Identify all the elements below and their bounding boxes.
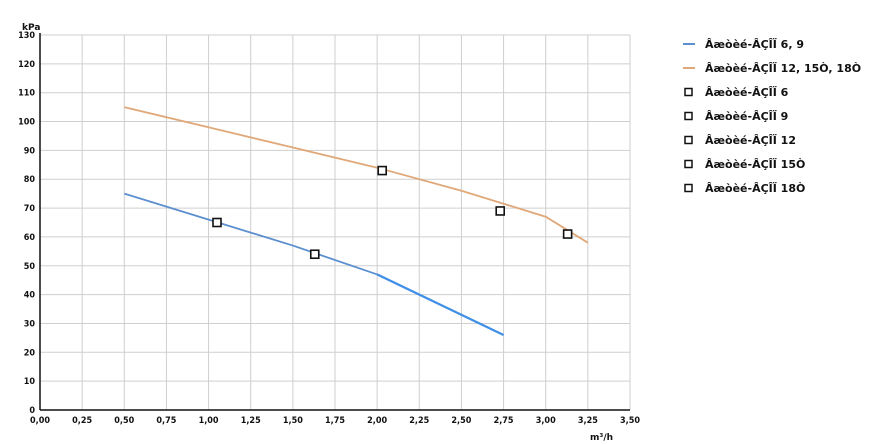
y-tick-label: 20 [24, 348, 36, 358]
x-tick-label: 3,25 [578, 416, 598, 426]
y-tick-label: 50 [24, 262, 36, 272]
y-tick-label: 90 [24, 146, 36, 156]
legend-marker-swatch [684, 87, 693, 97]
y-tick-label: 100 [18, 118, 35, 128]
x-tick-label: 1,75 [325, 416, 345, 426]
x-tick-label: 1,25 [241, 416, 261, 426]
legend-entry-label: Âæòèé-ÂÇÎÏ 6, 9 [705, 37, 804, 51]
chart-axes [39, 33, 630, 411]
x-tick-label: 1,00 [199, 416, 219, 426]
y-tick-label: 40 [24, 291, 36, 301]
legend-entry-label: Âæòèé-ÂÇÎÏ 15Ò [705, 157, 805, 171]
data-point-marker-4 [495, 206, 506, 216]
x-tick-label: 0,25 [72, 416, 92, 426]
y-tick-label: 10 [24, 377, 36, 387]
chart-series [124, 106, 589, 336]
chart-markers [212, 165, 573, 260]
x-axis-tick-labels: 0,00 0,25 0,50 0,75 1,00 1,25 1,50 1,75 2,00 2,25… [30, 416, 640, 426]
x-tick-label: 3,50 [620, 416, 640, 426]
data-point-marker-3 [377, 165, 388, 176]
x-tick-label: 1,50 [283, 416, 303, 426]
legend-entry-label: Âæòèé-ÂÇÎÏ 9 [705, 109, 788, 123]
legend-entry-label: Âæòèé-ÂÇÎÏ 12, 15Ò, 18Ò [705, 61, 861, 75]
x-tick-label: 2,50 [451, 416, 471, 426]
y-tick-label: 130 [18, 31, 35, 41]
y-axis-unit-label: kPa [22, 23, 40, 33]
legend-entry-label: Âæòèé-ÂÇÎÏ 18Ò [705, 181, 805, 195]
chart-grid [39, 34, 631, 411]
y-tick-label: 30 [24, 319, 36, 329]
x-tick-label: 2,00 [367, 416, 387, 426]
data-point-marker-5 [562, 229, 573, 239]
y-tick-label: 80 [24, 175, 36, 185]
x-tick-label: 3,00 [536, 416, 556, 426]
y-tick-label: 0 [29, 406, 35, 416]
y-tick-label: 70 [24, 204, 36, 214]
legend-entry-label: Âæòèé-ÂÇÎÏ 12 [705, 133, 796, 147]
data-point-marker-2 [309, 249, 320, 260]
y-tick-label: 60 [24, 233, 36, 243]
x-tick-label: 2,75 [494, 416, 514, 426]
legend-marker-swatch [684, 159, 693, 169]
series-line-extension [376, 273, 505, 336]
legend-marker-swatch [684, 183, 693, 193]
series-line-1 [124, 192, 378, 276]
legend-marker-swatch [684, 111, 693, 121]
legend-entry-label: Âæòèé-ÂÇÎÏ 6 [705, 85, 789, 99]
y-tick-label: 110 [18, 89, 35, 99]
x-tick-label: 0,75 [156, 416, 176, 426]
y-axis-tick-labels: 0 10 20 30 40 50 60 70 80 90 100 110 120 130 [18, 31, 35, 416]
series-line-2 [124, 106, 589, 244]
x-axis-unit-label: m³/h [590, 433, 613, 443]
x-tick-label: 0,50 [114, 416, 134, 426]
y-tick-label: 120 [18, 60, 35, 70]
x-tick-label: 2,25 [409, 416, 429, 426]
data-point-marker-1 [212, 217, 222, 228]
legend-marker-swatch [684, 135, 693, 145]
x-tick-label: 0,00 [30, 416, 50, 426]
chart-legend: Âæòèé-ÂÇÎÏ 6, 9 Âæòèé-ÂÇÎÏ 12, 15Ò, 18Ò Âæ… [683, 37, 861, 195]
